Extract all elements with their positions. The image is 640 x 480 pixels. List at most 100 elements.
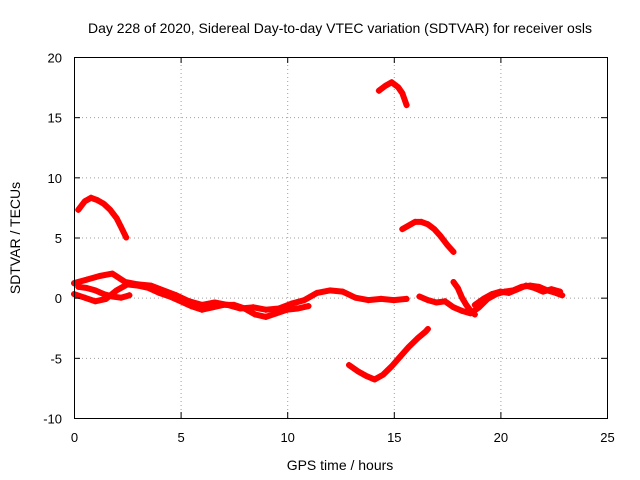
x-tick-label: 10 xyxy=(280,430,294,445)
data-point xyxy=(403,295,410,302)
y-tick-labels: -10 -5 0 5 10 15 20 xyxy=(43,51,62,427)
data-point xyxy=(81,294,88,301)
data-point xyxy=(459,294,466,301)
data-point xyxy=(395,84,402,91)
data-point xyxy=(522,282,529,289)
data-point xyxy=(113,215,120,222)
data-point xyxy=(424,221,431,228)
data-point xyxy=(198,306,205,313)
data-point xyxy=(441,298,448,305)
ticks xyxy=(74,57,608,419)
data-point xyxy=(109,293,116,300)
data-point xyxy=(220,301,227,308)
data-point xyxy=(288,300,295,307)
data-point xyxy=(145,285,152,292)
data-point xyxy=(83,276,90,283)
y-tick-label: 20 xyxy=(48,51,62,66)
data-point xyxy=(262,306,269,313)
data-point xyxy=(284,306,291,313)
data-point xyxy=(418,218,425,225)
data-point xyxy=(467,307,474,314)
data-point xyxy=(188,303,195,310)
data-point xyxy=(107,206,114,213)
data-point xyxy=(540,288,547,295)
data-point xyxy=(92,287,99,294)
data-point xyxy=(75,206,82,213)
y-tick-label: 15 xyxy=(48,111,62,126)
data-point xyxy=(450,279,457,286)
data-series xyxy=(71,79,566,383)
data-point xyxy=(437,233,444,240)
data-point xyxy=(424,325,431,332)
data-point xyxy=(480,295,487,302)
data-point xyxy=(405,222,412,229)
data-point xyxy=(433,299,440,306)
x-tick-labels: 0 5 10 15 20 25 xyxy=(71,430,615,445)
data-point xyxy=(414,335,421,342)
data-point xyxy=(301,297,308,304)
data-point xyxy=(109,270,116,277)
data-point xyxy=(354,368,361,375)
chart-title: Day 228 of 2020, Sidereal Day-to-day VTE… xyxy=(88,20,592,36)
data-point xyxy=(305,303,312,310)
data-point xyxy=(382,82,389,89)
data-point xyxy=(123,234,130,241)
data-point xyxy=(405,344,412,351)
data-point xyxy=(450,304,457,311)
data-point xyxy=(346,362,353,369)
data-point xyxy=(403,102,410,109)
data-point xyxy=(88,194,95,201)
data-point xyxy=(294,305,301,312)
series-arc-negative xyxy=(346,326,431,383)
data-point xyxy=(75,283,82,290)
data-point xyxy=(117,223,124,230)
data-point xyxy=(388,79,395,86)
data-point xyxy=(81,198,88,205)
data-point xyxy=(83,285,90,292)
data-point xyxy=(497,288,504,295)
data-point xyxy=(431,226,438,233)
data-point xyxy=(262,313,269,320)
data-point xyxy=(124,281,131,288)
data-point xyxy=(459,307,466,314)
data-point xyxy=(378,295,385,302)
data-point xyxy=(252,311,259,318)
data-point xyxy=(399,90,406,97)
data-point xyxy=(371,376,378,383)
data-point xyxy=(463,301,470,308)
data-point xyxy=(531,285,538,292)
data-point xyxy=(380,371,387,378)
data-point xyxy=(450,248,457,255)
data-point xyxy=(96,273,103,280)
x-tick-label: 25 xyxy=(600,430,614,445)
x-tick-label: 20 xyxy=(494,430,508,445)
data-point xyxy=(505,289,512,296)
y-tick-label: 10 xyxy=(48,171,62,186)
data-point xyxy=(471,301,478,308)
data-point xyxy=(365,297,372,304)
y-tick-label: -5 xyxy=(50,351,62,366)
y-tick-label: -10 xyxy=(43,412,62,427)
data-point xyxy=(339,288,346,295)
data-point xyxy=(557,288,564,295)
data-point xyxy=(352,294,359,301)
data-point xyxy=(548,286,555,293)
data-point xyxy=(92,298,99,305)
data-point xyxy=(399,226,406,233)
data-point xyxy=(166,293,173,300)
data-point xyxy=(375,87,382,94)
x-tick-label: 15 xyxy=(387,430,401,445)
data-point xyxy=(388,363,395,370)
data-point xyxy=(100,291,107,298)
data-point xyxy=(209,304,216,311)
data-point xyxy=(326,287,333,294)
y-tick-label: 0 xyxy=(55,291,62,306)
data-point xyxy=(471,311,478,318)
data-point xyxy=(424,297,431,304)
data-point xyxy=(454,285,461,292)
x-tick-label: 5 xyxy=(177,430,184,445)
data-point xyxy=(156,289,163,296)
data-point xyxy=(416,293,423,300)
y-axis-label: SDTVAR / TECUs xyxy=(7,182,23,294)
data-point xyxy=(314,289,321,296)
